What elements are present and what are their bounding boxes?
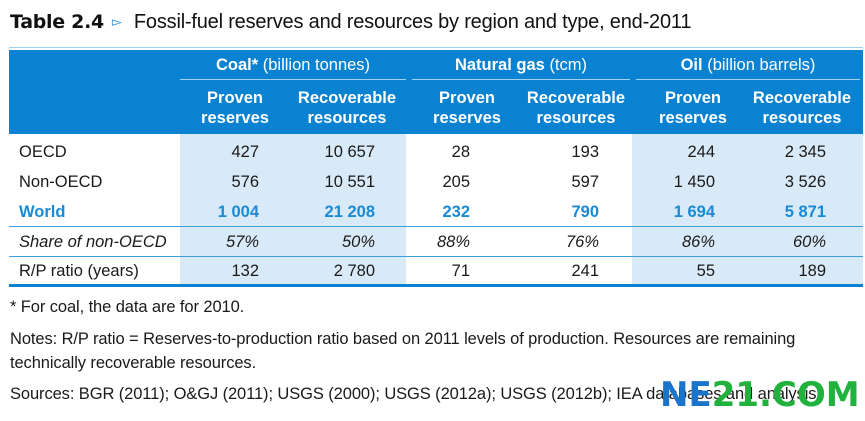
group-underline [636, 79, 860, 80]
cell: 60% [792, 233, 826, 251]
table-row-share-non-oecd: Share of non-OECD 57% 50% 88% 76% 86% 60… [9, 227, 863, 257]
table-row-world: World 1 004 21 208 232 790 1 694 5 871 [9, 197, 863, 227]
notes-line-1: Notes: R/P ratio = Reserves-to-productio… [10, 330, 796, 348]
subheader-line: resources [307, 109, 387, 127]
cell: 790 [571, 203, 599, 221]
subheader-gas-recoverable: Recoverable resources [520, 88, 632, 128]
row-label: R/P ratio (years) [19, 262, 139, 280]
cell: 50% [341, 233, 375, 251]
sources-note: Sources: BGR (2011); O&GJ (2011); USGS (… [10, 385, 821, 403]
coal-footnote: * For coal, the data are for 2010. [10, 298, 245, 316]
group-unit: (billion barrels) [707, 56, 816, 74]
cell: 189 [798, 262, 826, 280]
cell: 5 871 [784, 203, 826, 221]
cell: 55 [696, 262, 715, 280]
row-label: Non-OECD [19, 173, 103, 191]
group-header-coal: Coal* (billion tonnes) [180, 56, 406, 76]
cell: 71 [451, 262, 470, 280]
group-unit: (billion tonnes) [262, 56, 371, 74]
group-unit: (tcm) [549, 56, 588, 74]
cell: 205 [442, 173, 470, 191]
row-label: Share of non-OECD [19, 233, 167, 251]
subheader-line: reserves [201, 109, 269, 127]
group-name: Natural gas [454, 56, 545, 74]
subheader-coal-recoverable: Recoverable resources [291, 88, 403, 128]
watermark-part-2: 21.COM [711, 375, 860, 415]
cell: 21 208 [324, 203, 375, 221]
subheader-line: Proven [439, 89, 495, 107]
cell: 76% [565, 233, 599, 251]
group-name: Coal* [215, 56, 259, 74]
subheader-line: Recoverable [297, 89, 397, 107]
title-divider [9, 47, 863, 48]
row-label: World [19, 203, 66, 221]
table-row-rp-ratio: R/P ratio (years) 132 2 780 71 241 55 18… [9, 256, 863, 286]
cell: 2 345 [784, 143, 826, 161]
cell: 88% [436, 233, 470, 251]
group-underline [180, 79, 406, 80]
subheader-oil-proven: Proven reserves [648, 88, 738, 128]
notes-line-2: technically recoverable resources. [10, 354, 257, 372]
cell: 1 694 [673, 203, 715, 221]
group-underline [412, 79, 630, 80]
cell: 244 [687, 143, 715, 161]
subheader-line: reserves [659, 109, 727, 127]
subheader-line: Proven [207, 89, 263, 107]
group-name: Oil [680, 56, 703, 74]
subheader-gas-proven: Proven reserves [422, 88, 512, 128]
subheader-line: reserves [433, 109, 501, 127]
cell: 57% [225, 233, 259, 251]
table-title-text: Fossil-fuel reserves and resources by re… [133, 10, 692, 33]
watermark-logo: NE21.COM [660, 375, 860, 415]
cell: 193 [571, 143, 599, 161]
row-divider [9, 226, 863, 227]
cell: 576 [231, 173, 259, 191]
group-header-oil: Oil (billion barrels) [636, 56, 860, 76]
table-number: Table 2.4 [10, 11, 104, 33]
row-divider [9, 256, 863, 257]
subheader-oil-recoverable: Recoverable resources [746, 88, 858, 128]
cell: 1 004 [217, 203, 259, 221]
cell: 3 526 [784, 173, 826, 191]
cell: 2 780 [333, 262, 375, 280]
row-label: OECD [19, 143, 67, 161]
watermark-part-1: NE [660, 375, 712, 415]
coal-column-shade [180, 134, 406, 284]
subheader-coal-proven: Proven reserves [190, 88, 280, 128]
cell: 241 [571, 262, 599, 280]
table-header: Coal* (billion tonnes) Natural gas (tcm)… [9, 50, 863, 134]
oil-column-shade [632, 134, 863, 284]
cell: 10 657 [324, 143, 375, 161]
table-bottom-rule [9, 284, 863, 287]
subheader-line: resources [536, 109, 616, 127]
triangle-arrow-icon: ▻ [111, 14, 122, 29]
group-header-gas: Natural gas (tcm) [412, 56, 630, 76]
cell: 232 [442, 203, 470, 221]
cell: 427 [231, 143, 259, 161]
cell: 1 450 [673, 173, 715, 191]
cell: 86% [681, 233, 715, 251]
cell: 597 [571, 173, 599, 191]
subheader-line: Recoverable [526, 89, 626, 107]
cell: 10 551 [324, 173, 375, 191]
cell: 28 [451, 143, 470, 161]
table-row-oecd: OECD 427 10 657 28 193 244 2 345 [9, 137, 863, 167]
table-title: Table 2.4 ▻ Fossil-fuel reserves and res… [10, 8, 691, 36]
cell: 132 [231, 262, 259, 280]
subheader-line: resources [762, 109, 842, 127]
table-row-non-oecd: Non-OECD 576 10 551 205 597 1 450 3 526 [9, 167, 863, 197]
subheader-line: Proven [665, 89, 721, 107]
subheader-line: Recoverable [752, 89, 852, 107]
